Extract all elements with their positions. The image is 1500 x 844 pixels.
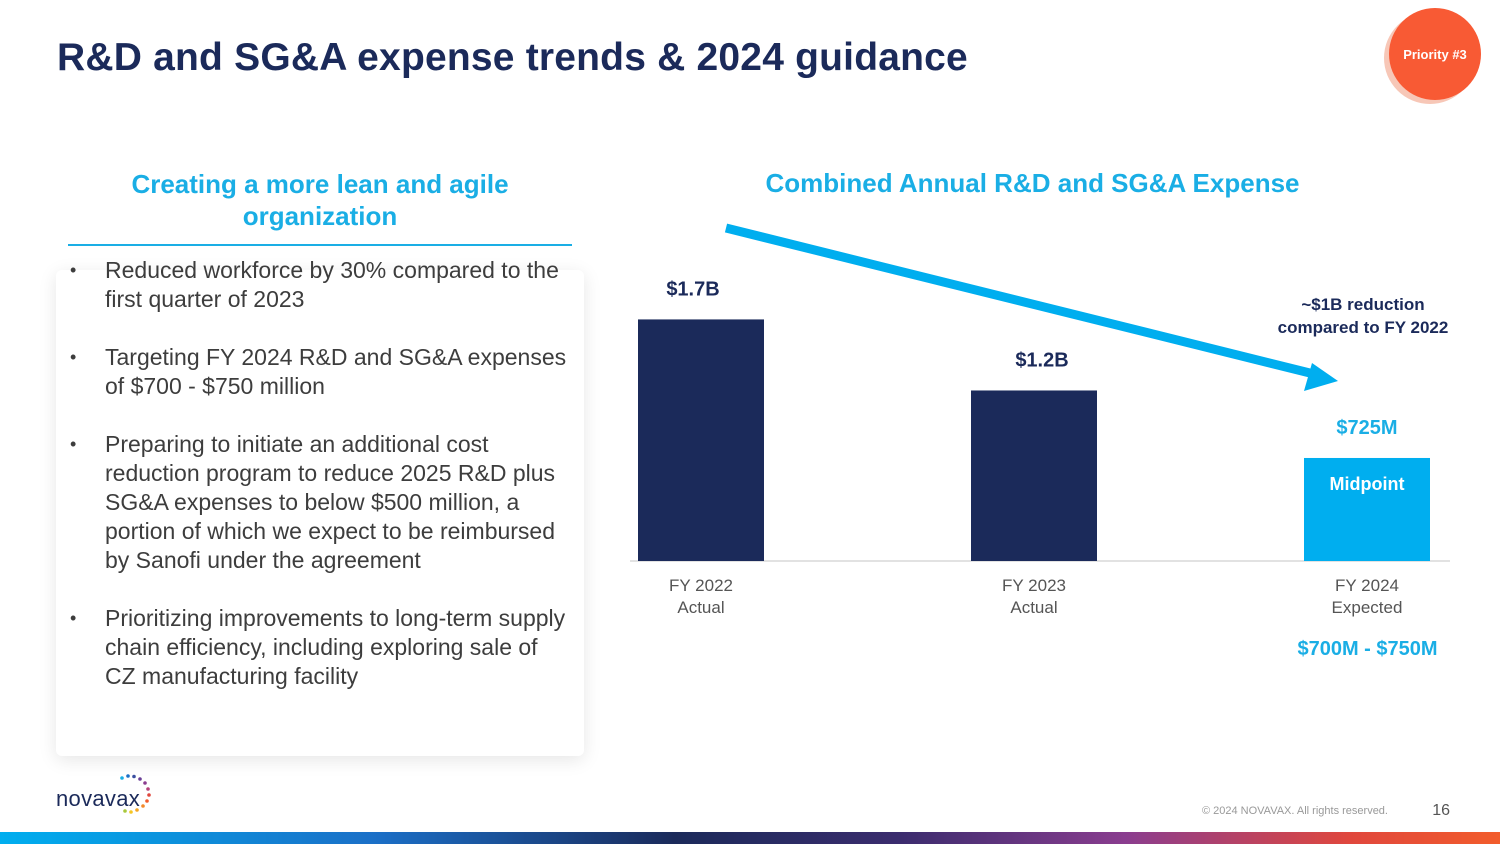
trend-arrow-line	[724, 223, 1320, 380]
bullets-card	[56, 270, 584, 756]
bullet-dot-icon: •	[70, 608, 77, 628]
bullet-item: • Prioritizing improvements to long-term …	[60, 604, 570, 691]
x-tick-label: FY 2022	[669, 576, 733, 595]
badge-circle: Priority #3	[1389, 8, 1481, 100]
x-tick-label: Expected	[1332, 598, 1403, 617]
copyright-text: © 2024 NOVAVAX. All rights reserved.	[1201, 805, 1388, 817]
x-tick-label: Actual	[677, 598, 724, 617]
bar-2	[971, 390, 1097, 561]
priority-badge: Priority #3	[1384, 8, 1481, 104]
slide-title: R&D and SG&A expense trends & 2024 guida…	[57, 36, 968, 79]
footer-gradient-bar	[0, 832, 1500, 844]
bullet-list: • Reduced workforce by 30% compared to th…	[60, 256, 570, 720]
x-tick-label: FY 2023	[1002, 576, 1066, 595]
bullet-text: Preparing to initiate an additional cost…	[105, 431, 556, 573]
bullet-text: Targeting FY 2024 R&D and SG&A expenses …	[105, 344, 567, 399]
left-panel-heading: Creating a more lean and agile organizat…	[131, 169, 509, 231]
bullet-item: • Preparing to initiate an additional cos…	[60, 430, 570, 575]
page-number: 16	[1432, 802, 1450, 819]
expense-bar-chart: $1.7B FY 2022 Actual $1.2B FY 2023 Actual $725…	[630, 223, 1450, 617]
bullet-dot-icon: •	[70, 260, 77, 280]
x-tick-label: Actual	[1010, 598, 1057, 617]
bullet-item: • Reduced workforce by 30% compared to th…	[60, 256, 570, 314]
bullet-dot-icon: •	[70, 434, 77, 454]
bar-inner-label: Midpoint	[1330, 474, 1405, 494]
bullet-text: Prioritizing improvements to long-term s…	[105, 605, 566, 689]
value-label: $725M	[1336, 417, 1397, 439]
bullet-dot-icon: •	[70, 347, 77, 367]
value-label: $1.2B	[1015, 349, 1068, 371]
logo-wordmark: novavax	[56, 786, 141, 811]
bar-1	[638, 319, 764, 561]
heading-divider	[68, 244, 572, 246]
trend-arrow-head-icon	[1304, 363, 1338, 391]
badge-label: Priority #3	[1403, 46, 1467, 62]
reduction-note: ~$1B reduction	[1301, 295, 1424, 314]
bullet-item: • Targeting FY 2024 R&D and SG&A expenses…	[60, 343, 570, 401]
value-label: $1.7B	[666, 278, 719, 300]
reduction-note: compared to FY 2022	[1278, 318, 1449, 337]
guidance-range-label: $700M - $750M	[1297, 638, 1438, 660]
bullet-text: Reduced workforce by 30% compared to the…	[105, 257, 559, 312]
x-tick-label: FY 2024	[1335, 576, 1399, 595]
logo-dots-icon	[120, 774, 151, 814]
bar-3	[1304, 457, 1430, 561]
novavax-logo: novavax	[56, 772, 166, 816]
chart-title: Combined Annual R&D and SG&A Expense	[765, 168, 1300, 198]
